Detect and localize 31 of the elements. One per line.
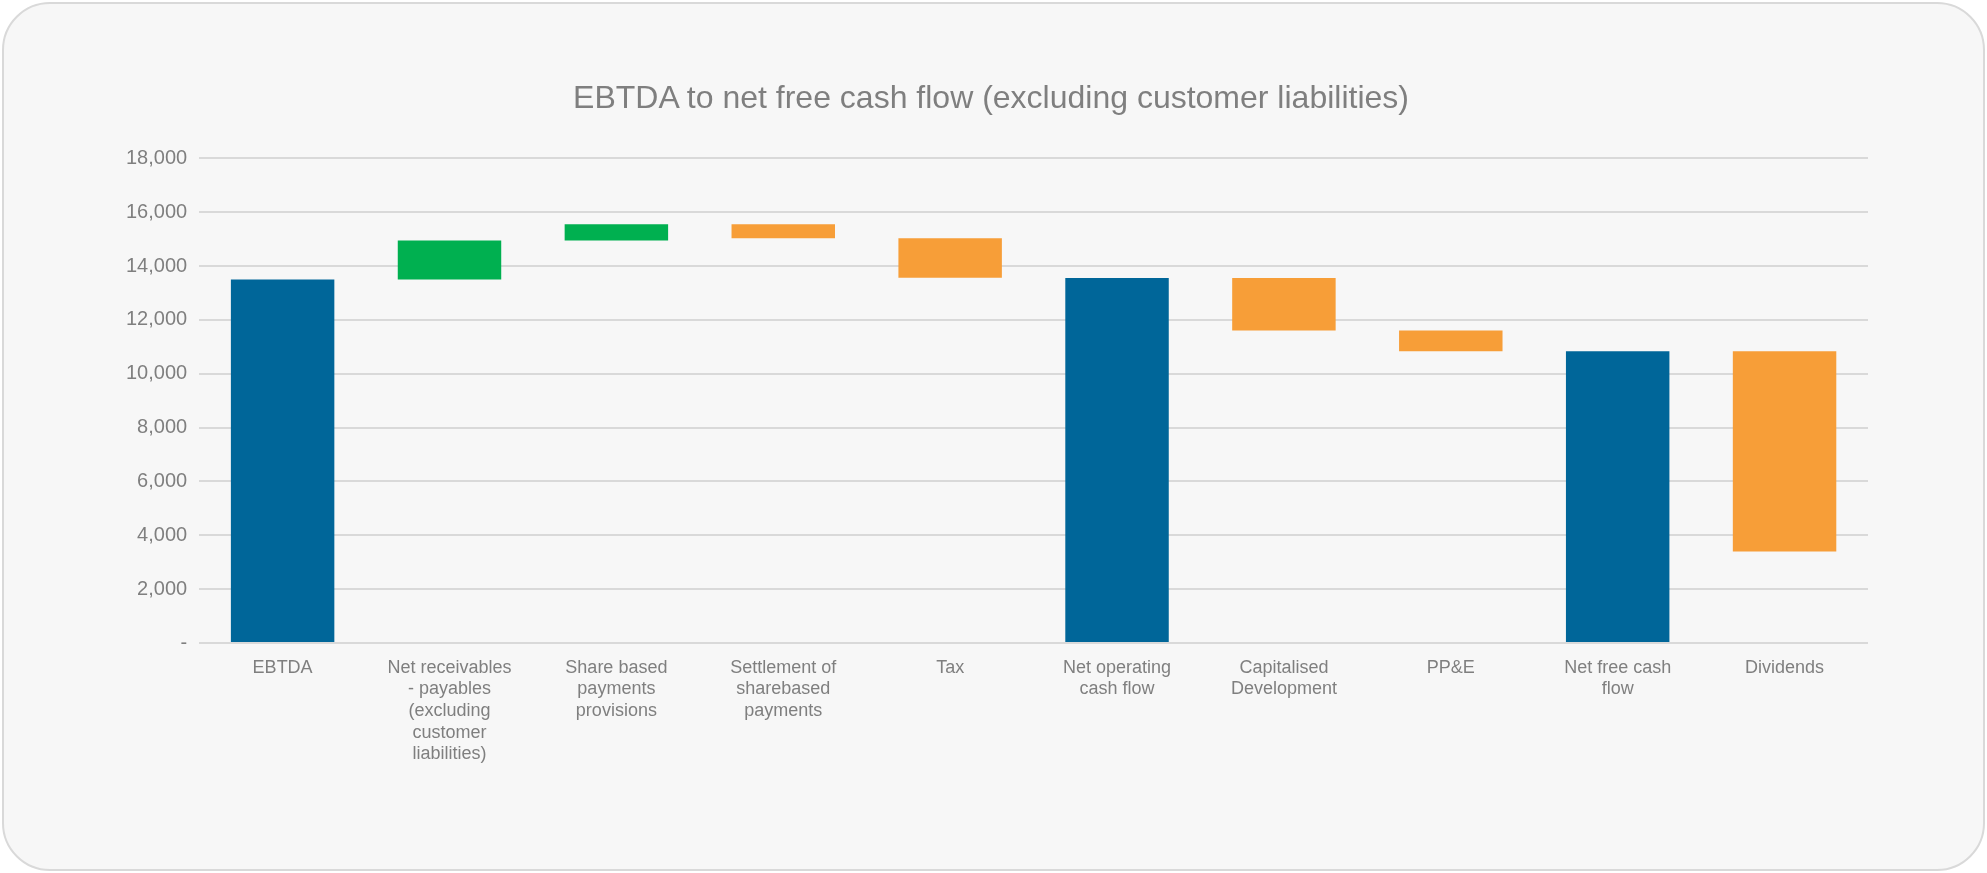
bar: [1232, 277, 1336, 331]
x-tick-label: Tax: [936, 656, 965, 677]
bar: [1565, 351, 1670, 642]
bar: [564, 224, 669, 241]
y-tick-label: -: [180, 630, 188, 653]
bar: [397, 240, 502, 280]
y-tick-label: 2,000: [137, 576, 188, 599]
x-tick-label: Settlement of sharebased payments: [730, 656, 838, 720]
chart-title: EBTDA to net free cash flow (excluding customer liabilities): [573, 79, 1409, 116]
bar: [731, 224, 835, 239]
x-tick-label: Net receivables - payables (excluding customer liabilities): [387, 656, 512, 764]
y-tick-label: 6,000: [137, 468, 188, 491]
bar: [230, 279, 335, 642]
y-tick-label: 18,000: [126, 145, 188, 168]
bar: [1399, 330, 1503, 352]
y-tick-label: 10,000: [126, 361, 188, 384]
bar: [1732, 351, 1837, 552]
x-tick-label: Net free cash flow: [1564, 656, 1672, 699]
bar: [1065, 277, 1169, 642]
x-tick-label: PP&E: [1426, 656, 1475, 677]
y-tick-label: 12,000: [126, 307, 188, 330]
x-tick-label: Dividends: [1745, 656, 1825, 677]
bar: [898, 238, 1002, 278]
y-tick-label: 8,000: [137, 415, 188, 438]
x-tick-label: Capitalised Development: [1230, 656, 1337, 699]
x-tick-label: EBTDA: [252, 656, 313, 677]
y-tick-label: 14,000: [126, 253, 188, 276]
x-tick-label: Net operating cash flow: [1062, 656, 1172, 699]
y-tick-label: 4,000: [137, 522, 188, 545]
y-tick-label: 16,000: [126, 199, 188, 222]
x-tick-label: Share based payments provisions: [565, 656, 668, 720]
